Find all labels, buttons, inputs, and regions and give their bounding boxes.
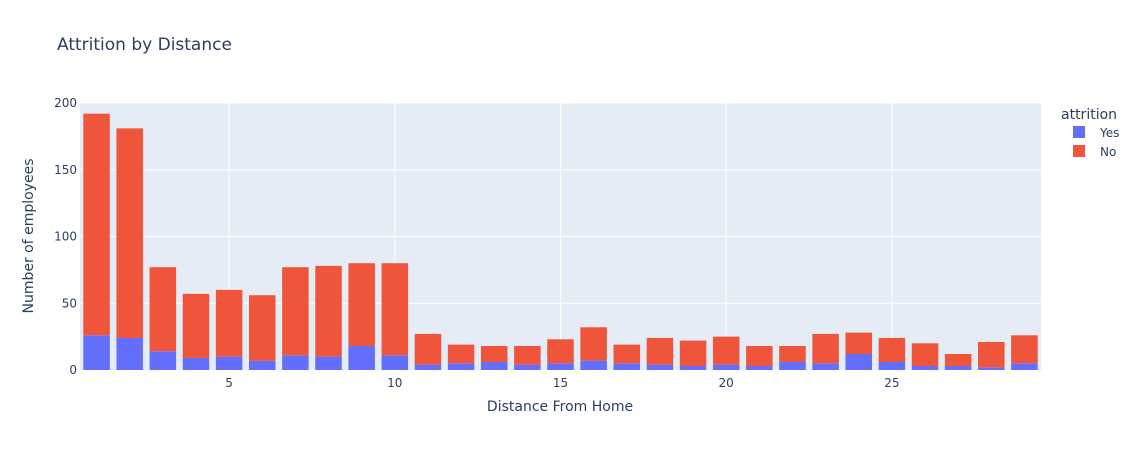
bar-yes-23[interactable] — [812, 363, 839, 370]
bar-no-21[interactable] — [746, 345, 773, 366]
bar-no-10[interactable] — [381, 263, 409, 356]
bar-yes-16[interactable] — [580, 360, 607, 370]
x-tick-label: 15 — [553, 376, 568, 390]
bar-no-3[interactable] — [149, 267, 177, 352]
bar-no-18[interactable] — [646, 337, 674, 365]
bar-no-6[interactable] — [249, 295, 276, 361]
bar-yes-5[interactable] — [215, 356, 243, 370]
bar-yes-9[interactable] — [348, 345, 375, 370]
bar-no-16[interactable] — [580, 327, 607, 361]
bar-no-11[interactable] — [414, 333, 442, 365]
bar-yes-25[interactable] — [878, 361, 906, 370]
bar-no-24[interactable] — [845, 332, 872, 354]
bar-yes-3[interactable] — [149, 351, 177, 370]
bar-no-8[interactable] — [315, 265, 342, 357]
x-axis-ticks: 5 10 15 20 25 — [225, 376, 899, 390]
bar-no-23[interactable] — [812, 333, 839, 364]
bar-yes-22[interactable] — [779, 361, 806, 370]
y-tick-label: 0 — [69, 363, 77, 377]
bar-yes-1[interactable] — [83, 335, 110, 370]
bar-no-14[interactable] — [514, 345, 541, 365]
bar-yes-12[interactable] — [447, 363, 475, 370]
legend-label-yes: Yes — [1099, 126, 1119, 140]
bar-no-25[interactable] — [878, 337, 906, 362]
bar-yes-6[interactable] — [249, 360, 276, 370]
legend-item-no[interactable]: No — [1073, 145, 1116, 159]
legend: attrition Yes No — [1061, 107, 1119, 159]
bar-yes-13[interactable] — [480, 361, 508, 370]
x-tick-label: 5 — [225, 376, 233, 390]
y-axis-label: Number of employees — [21, 158, 37, 313]
bar-yes-11[interactable] — [414, 364, 442, 370]
y-tick-label: 50 — [62, 296, 77, 310]
x-tick-label: 10 — [387, 376, 402, 390]
bar-yes-2[interactable] — [116, 337, 143, 370]
bar-yes-7[interactable] — [282, 355, 309, 370]
bar-no-19[interactable] — [679, 340, 707, 366]
legend-label-no: No — [1100, 145, 1116, 159]
bar-yes-24[interactable] — [845, 353, 872, 370]
bar-yes-21[interactable] — [746, 365, 773, 370]
bar-yes-17[interactable] — [613, 363, 641, 370]
bar-no-29[interactable] — [1011, 335, 1038, 364]
bars — [83, 113, 1038, 370]
bar-yes-27[interactable] — [944, 365, 972, 370]
bar-yes-18[interactable] — [646, 364, 674, 370]
bar-no-28[interactable] — [978, 341, 1005, 368]
y-axis-ticks: 0 50 100 150 200 — [54, 96, 77, 377]
bar-no-20[interactable] — [712, 336, 740, 365]
bar-no-15[interactable] — [547, 339, 574, 364]
bar-no-5[interactable] — [215, 289, 243, 357]
x-tick-label: 20 — [719, 376, 734, 390]
bar-no-9[interactable] — [348, 263, 375, 346]
bar-no-22[interactable] — [779, 345, 806, 362]
x-tick-label: 25 — [884, 376, 899, 390]
y-tick-label: 200 — [54, 96, 77, 110]
bar-no-4[interactable] — [182, 293, 210, 358]
bar-no-7[interactable] — [282, 267, 309, 356]
legend-swatch-no — [1073, 145, 1085, 157]
bar-yes-15[interactable] — [547, 363, 574, 370]
bar-no-1[interactable] — [83, 113, 110, 336]
y-tick-label: 150 — [54, 163, 77, 177]
bar-yes-20[interactable] — [712, 364, 740, 370]
bar-no-26[interactable] — [911, 343, 939, 366]
legend-title: attrition — [1061, 107, 1117, 123]
bar-no-13[interactable] — [480, 345, 508, 362]
legend-item-yes[interactable]: Yes — [1073, 126, 1119, 140]
legend-swatch-yes — [1073, 126, 1085, 138]
bar-yes-29[interactable] — [1011, 363, 1038, 370]
y-tick-label: 100 — [54, 230, 77, 244]
bar-yes-4[interactable] — [182, 357, 210, 370]
bar-yes-10[interactable] — [381, 355, 409, 370]
bar-no-17[interactable] — [613, 344, 641, 364]
bar-yes-26[interactable] — [911, 365, 939, 370]
bar-yes-28[interactable] — [978, 367, 1005, 370]
bar-yes-14[interactable] — [514, 364, 541, 370]
bar-no-2[interactable] — [116, 128, 143, 338]
x-axis-label: Distance From Home — [487, 399, 633, 415]
bar-yes-8[interactable] — [315, 356, 342, 370]
chart-title: Attrition by Distance — [57, 35, 232, 55]
bar-yes-19[interactable] — [679, 365, 707, 370]
bar-no-27[interactable] — [944, 353, 972, 366]
bar-no-12[interactable] — [447, 344, 475, 364]
